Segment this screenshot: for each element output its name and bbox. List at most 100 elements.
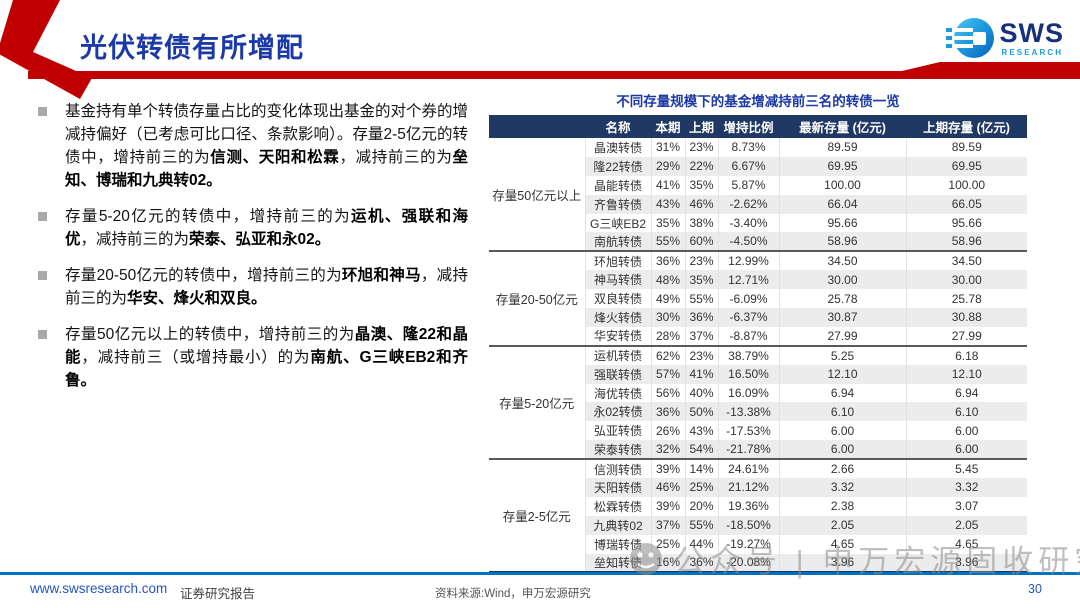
value-cell: 12.99% (717, 250, 779, 271)
value-cell: 8.73% (717, 138, 779, 157)
value-cell: 58.96 (905, 232, 1027, 252)
footer-page-number: 30 (1028, 582, 1042, 596)
value-cell: 2.38 (778, 496, 906, 516)
value-cell: 5.87% (717, 175, 779, 195)
value-cell: 6.94 (778, 383, 906, 403)
value-cell: 6.00 (905, 440, 1027, 460)
table-row: 双良转债 49% 55% -6.09% 25.78 25.78 (489, 289, 1027, 309)
value-cell: 30% (650, 308, 685, 327)
bullet-text: 存量5-20亿元的转债中，增持前三的为运机、强联和海优，减持前三的为荣泰、弘亚和… (65, 208, 468, 248)
watermark-text: 公众号 | 申万宏源固收研究 (674, 544, 1080, 579)
value-cell: 95.66 (905, 213, 1027, 233)
value-cell: -2.62% (717, 194, 779, 214)
value-cell: 55% (650, 232, 685, 252)
bond-name-cell: 强联转债 (585, 364, 651, 384)
bullet-item-3: 存量20-50亿元的转债中，增持前三的为环旭和神马，减持前三的为华安、烽火和双良… (38, 264, 468, 310)
bond-name-cell: 松霖转债 (585, 496, 651, 516)
value-cell: 36% (684, 553, 718, 573)
table-row: 存量50亿元以上 晶澳转债 31% 23% 8.73% 89.59 89.59 (489, 138, 1027, 252)
value-cell: 46% (650, 478, 685, 497)
value-cell: 27.99 (905, 326, 1027, 346)
value-cell: 39% (650, 458, 685, 479)
group-label-cell: 存量50亿元以上 (489, 138, 586, 252)
value-cell: 3.96 (778, 553, 906, 573)
value-cell: 46% (684, 194, 718, 214)
wechat-icon (630, 542, 662, 575)
footer-website: www.swsresearch.com (30, 581, 168, 596)
table-row: 荣泰转债 32% 54% -21.78% 6.00 6.00 (489, 440, 1027, 460)
value-cell: 54% (684, 440, 718, 460)
bullet-item-1: 基金持有单个转债存量占比的变化体现出基金的对个券的增减持偏好（已考虑可比口径、条… (38, 100, 468, 192)
bond-name-cell: 海优转债 (585, 383, 651, 403)
value-cell: 32% (650, 440, 685, 460)
value-cell: 2.05 (905, 515, 1027, 535)
value-cell: 23% (684, 250, 718, 271)
value-cell: 43% (650, 194, 685, 214)
value-cell: 6.10 (778, 402, 906, 422)
value-cell: 24.61% (717, 458, 779, 479)
value-cell: 16.09% (717, 383, 779, 403)
bond-name-cell: 齐鲁转债 (585, 194, 651, 214)
table-title: 不同存量规模下的基金增减持前三名的转债一览 (616, 94, 900, 109)
value-cell: 30.88 (905, 308, 1027, 327)
table-row: 弘亚转债 26% 43% -17.53% 6.00 6.00 (489, 421, 1027, 441)
value-cell: 3.96 (905, 553, 1027, 573)
bond-table: 名称 本期 上期 增持比例 最新存量 (亿元) 上期存量 (亿元) 存量50亿元以上 晶澳转… (489, 115, 1027, 574)
value-cell: 55% (684, 289, 718, 309)
value-cell: 23% (684, 344, 718, 365)
table-row: 隆22转债 29% 22% 6.67% 69.95 69.95 (489, 156, 1027, 176)
square-bullet-icon (38, 271, 47, 280)
square-bullet-icon (38, 107, 47, 116)
bond-name-cell: 晶能转债 (585, 175, 651, 195)
value-cell: 95.66 (778, 213, 906, 233)
sws-globe-icon (946, 16, 995, 60)
value-cell: 30.00 (778, 270, 906, 290)
group-label-cell: 存量5-20亿元 (489, 344, 586, 460)
bond-name-cell: 环旭转债 (584, 250, 651, 271)
value-cell: 43% (684, 421, 718, 441)
value-cell: 34.50 (778, 250, 906, 271)
value-cell: 21.12% (717, 478, 779, 497)
value-cell: 49% (650, 289, 685, 309)
bond-name-cell: 天阳转债 (585, 478, 651, 497)
value-cell: 25.78 (778, 289, 906, 309)
value-cell: 39% (650, 496, 685, 516)
column-header: 最新存量 (亿元) (779, 115, 906, 138)
value-cell: 4.65 (778, 534, 906, 554)
value-cell: 31% (650, 138, 685, 157)
value-cell: 6.00 (905, 421, 1027, 441)
value-cell: 38.79% (717, 344, 779, 365)
square-bullet-icon (38, 212, 47, 221)
logo-brand-text: SWS (999, 17, 1064, 48)
bond-name-cell: 永02转债 (585, 402, 651, 422)
value-cell: 19.36% (717, 496, 779, 516)
value-cell: 34.50 (905, 250, 1027, 271)
value-cell: 37% (684, 326, 718, 346)
column-header: 上期 (685, 115, 718, 138)
bond-name-cell: 隆22转债 (585, 156, 651, 176)
bond-name-cell: 晶澳转债 (584, 138, 651, 157)
value-cell: 6.00 (778, 440, 906, 460)
underline-right-step (902, 62, 1080, 71)
bond-name-cell: 信测转债 (584, 458, 651, 479)
value-cell: 2.66 (778, 458, 906, 479)
table-row: 强联转债 57% 41% 16.50% 12.10 12.10 (489, 364, 1027, 384)
value-cell: 12.10 (778, 364, 906, 384)
value-cell: 38% (684, 213, 718, 233)
bond-table-section: 不同存量规模下的基金增减持前三名的转债一览 名称 本期 上期 增持比例 最新存量 (亿元… (489, 90, 1027, 574)
value-cell: -20.08% (717, 553, 779, 573)
bond-name-cell: 弘亚转债 (585, 421, 651, 441)
table-row: 烽火转债 30% 36% -6.37% 30.87 30.88 (489, 308, 1027, 327)
table-row: 博瑞转债 25% 44% -19.27% 4.65 4.65 (489, 534, 1027, 554)
value-cell: 36% (650, 402, 685, 422)
square-bullet-icon (38, 330, 47, 339)
bond-name-cell: 南航转债 (585, 232, 651, 252)
value-cell: 20% (684, 496, 718, 516)
bullet-item-2: 存量5-20亿元的转债中，增持前三的为运机、强联和海优，减持前三的为荣泰、弘亚和… (38, 205, 468, 251)
value-cell: 60% (684, 232, 718, 252)
value-cell: 14% (684, 458, 718, 479)
bond-name-cell: 神马转债 (585, 270, 651, 290)
value-cell: 30.00 (905, 270, 1027, 290)
value-cell: -19.27% (717, 534, 779, 554)
